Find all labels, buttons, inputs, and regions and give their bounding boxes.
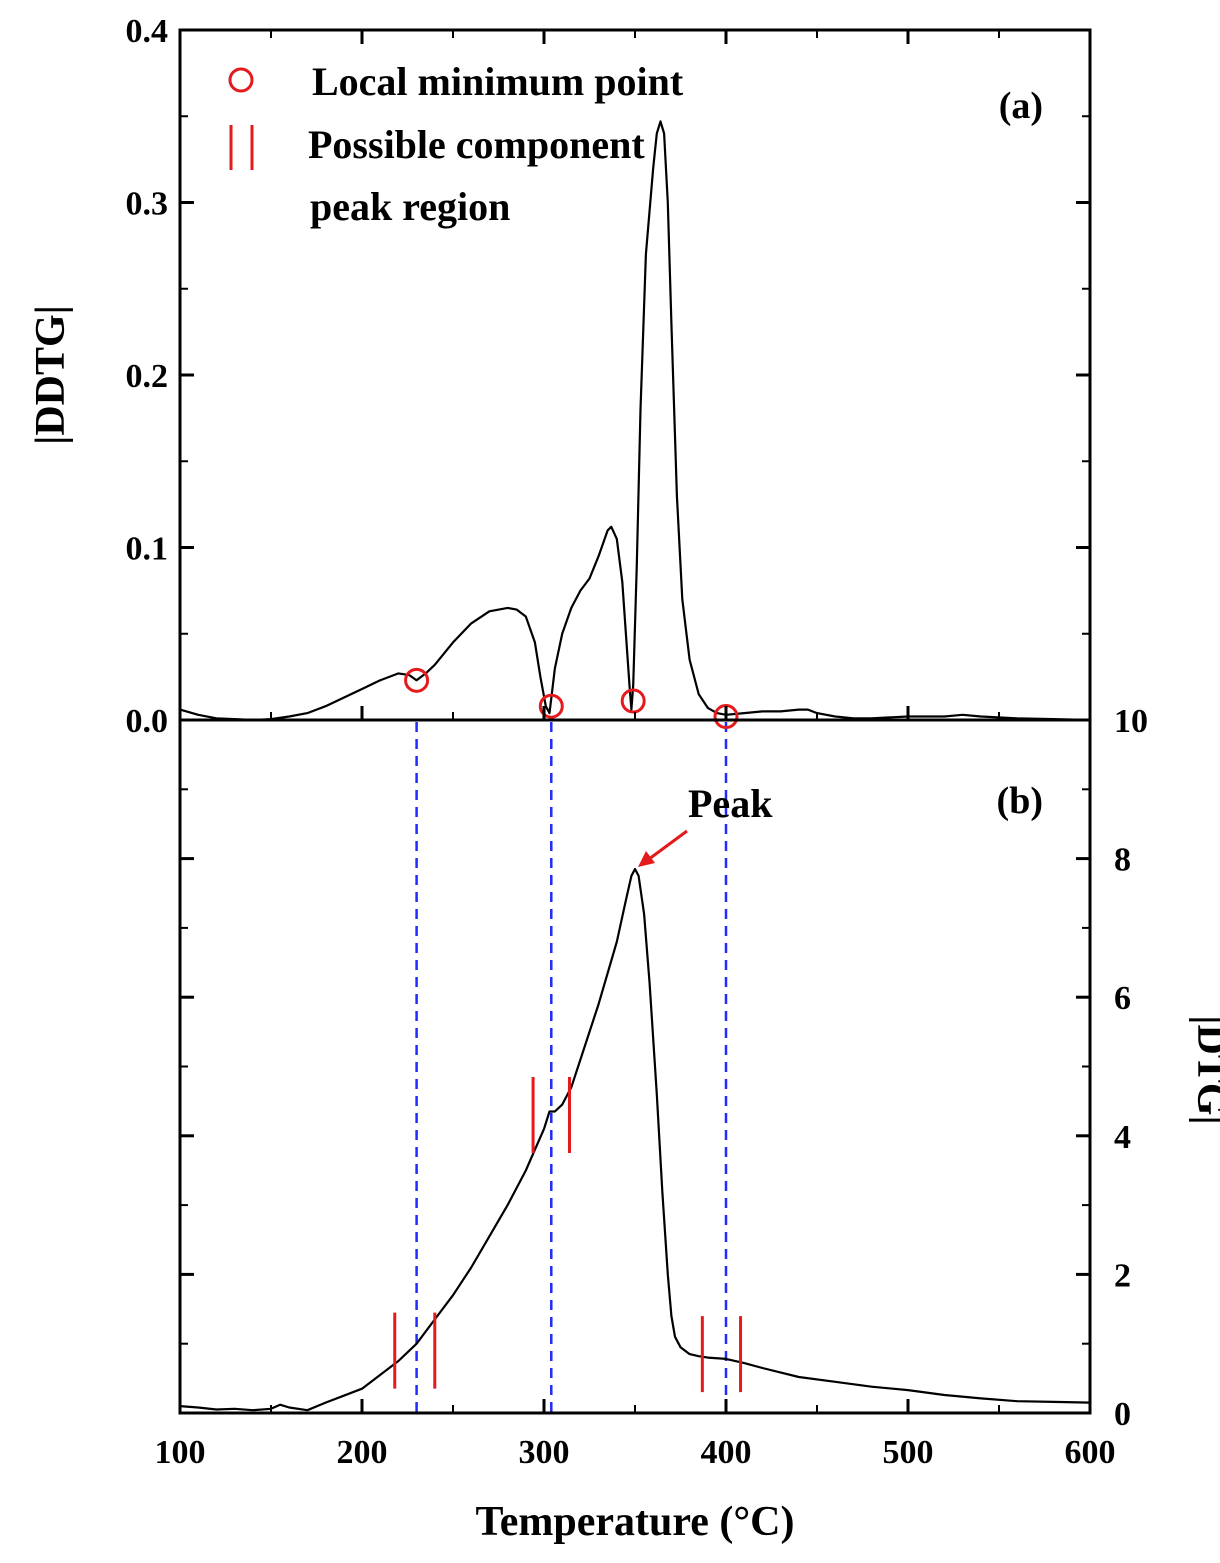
dtg-curve	[179, 867, 1091, 1412]
bottom-y-tick-label-5: 10	[1114, 703, 1148, 740]
peak-arrow-head	[638, 850, 655, 867]
x-tick-label-4: 500	[883, 1434, 934, 1471]
panel-label-a: (a)	[999, 85, 1043, 127]
markers-layer	[393, 667, 743, 1393]
panel-label-b: (b)	[997, 780, 1043, 822]
local-minimum-marker-2	[620, 688, 646, 714]
x-tick-label-1: 200	[337, 1434, 388, 1471]
local-minimum-marker-0	[404, 667, 430, 693]
bottom-y-tick-label-2: 4	[1114, 1119, 1131, 1156]
y-axis-title-top: |DDTG|	[28, 305, 74, 445]
top-y-tick-label-2: 0.2	[126, 358, 169, 395]
x-tick-label-3: 400	[701, 1434, 752, 1471]
top-y-tick-label-1: 0.1	[126, 531, 169, 568]
x-tick-label-0: 100	[155, 1434, 206, 1471]
ddtg-curve	[179, 120, 1091, 722]
bottom-y-tick-label-4: 8	[1114, 842, 1131, 879]
bottom-y-tick-label-0: 0	[1114, 1396, 1131, 1433]
top-y-tick-label-0: 0.0	[126, 703, 169, 740]
bottom-y-tick-label-3: 6	[1114, 980, 1131, 1017]
y-axis-title-bottom: |DTG|	[1188, 1015, 1220, 1125]
legend-label-local-minimum: Local minimum point	[312, 59, 684, 104]
legend-label-component-line2: peak region	[310, 184, 510, 229]
local-minimum-marker-1	[538, 693, 564, 719]
ticks-layer: 0.0 0.1 0.2 0.3 0.4 0 2 4 6 8 10 100 200 300 400 500 600	[126, 13, 1149, 1471]
top-y-tick-label-3: 0.3	[126, 186, 169, 223]
guide-lines-layer	[415, 722, 728, 1413]
legend-label-component-line1: Possible component	[308, 122, 645, 167]
top-y-tick-label-4: 0.4	[126, 13, 169, 50]
curves-layer	[179, 120, 1091, 1412]
peak-annotation-label: Peak	[688, 781, 773, 826]
x-axis-title: Temperature (°C)	[476, 1499, 795, 1545]
bottom-y-tick-label-1: 2	[1114, 1257, 1131, 1294]
legend-circle-marker	[228, 67, 254, 93]
peak-arrow-shaft	[644, 829, 688, 864]
x-tick-label-2: 300	[519, 1434, 570, 1471]
local-minimum-marker-3	[713, 704, 739, 730]
axes-layer	[178, 28, 1092, 1415]
x-tick-label-5: 600	[1065, 1434, 1116, 1471]
